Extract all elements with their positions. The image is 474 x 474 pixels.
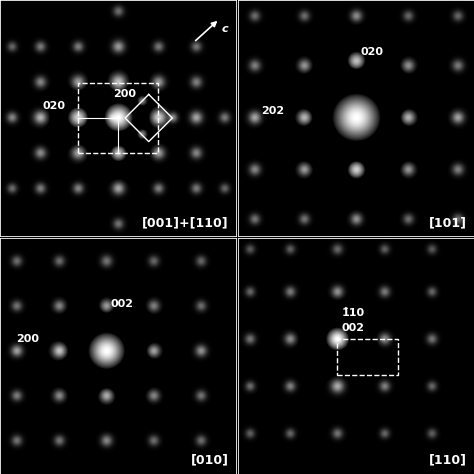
Text: 020: 020	[361, 47, 383, 57]
Text: [001]+[110]: [001]+[110]	[142, 216, 229, 229]
Text: [101]: [101]	[429, 216, 467, 229]
Text: 002: 002	[111, 299, 134, 309]
Text: [010]: [010]	[191, 454, 229, 467]
Text: [110]: [110]	[429, 454, 467, 467]
Text: 002: 002	[342, 323, 365, 333]
Text: c: c	[222, 24, 228, 34]
Bar	[337, 339, 399, 375]
Text: 020: 020	[43, 101, 65, 111]
Text: 1̐10: 1̐10	[342, 309, 365, 319]
Text: 200: 200	[113, 90, 137, 100]
Bar	[78, 82, 158, 154]
Text: 200: 200	[17, 335, 39, 345]
Text: 202: 202	[262, 106, 285, 116]
